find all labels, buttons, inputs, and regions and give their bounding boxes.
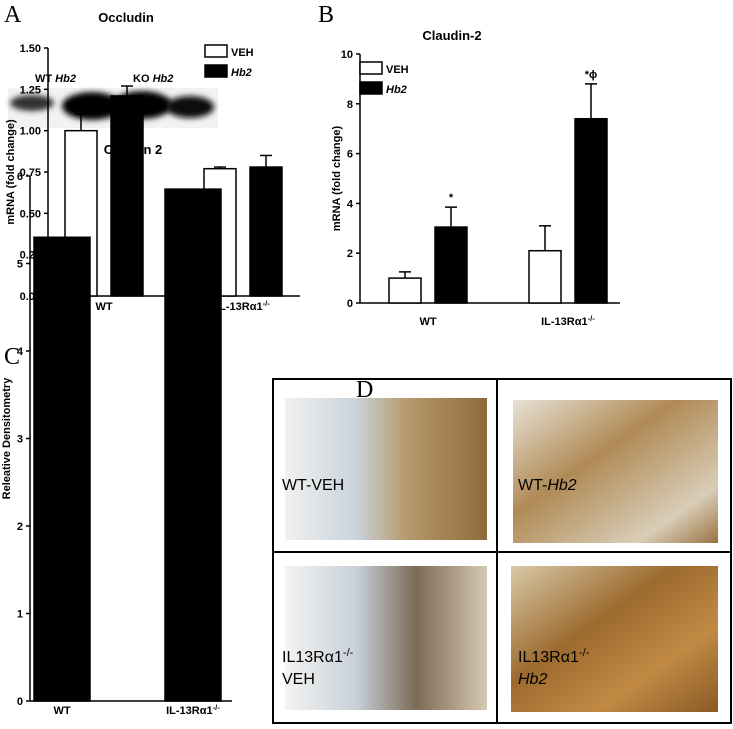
y-tick-label: 10 [341,49,353,61]
text-part: WT [35,73,55,85]
text-part: IL13Rα1 [518,649,579,666]
blot-band [62,92,122,120]
micrograph [285,566,487,710]
legend-label: VEH [386,64,409,76]
chart-title: Occludin [98,10,154,25]
x-tick-label: WT [419,316,436,328]
text-part: WT [53,705,70,717]
y-tick-label: 2 [347,248,353,260]
legend-label: Hb2 [386,84,407,96]
y-tick-label: 5 [17,259,23,271]
bar [388,277,422,304]
text-part: Hb2 [547,477,576,494]
legend-label: VEH [231,47,254,59]
y-tick-label: 1.25 [20,84,41,96]
y-tick-label: 6 [17,171,23,183]
legend-swatch [359,61,383,75]
x-tick-label: WT [95,301,112,313]
superscript: -/- [263,299,271,308]
chart-title: Claudin 2 [104,142,163,157]
text-part: IL-13Rα1 [166,705,213,717]
text-part: WT-VEH [282,477,344,494]
chart-title: Claudin-2 [422,28,481,43]
micrograph [513,400,718,543]
text-part: IL-13Rα1 [541,316,588,328]
y-tick-label: 2 [17,521,23,533]
micrograph-label: Hb2 [518,671,547,688]
micrograph [511,566,718,712]
micrograph-label: IL13Rα1-/- [282,647,354,666]
text-part: Hb2 [55,73,76,85]
legend-swatch [359,81,383,95]
y-tick-label: 3 [17,434,23,446]
legend-swatch [204,64,228,78]
bar [574,117,608,304]
bar [434,226,468,304]
blot-band [10,95,54,111]
x-tick-label: IL-13Rα1-/- [166,703,220,718]
text-part: VEH [282,671,315,688]
y-tick-label: 0 [347,298,353,310]
panel-letter: C [4,344,20,370]
micrograph-label: WT-VEH [282,477,344,494]
legend-label: Hb2 [231,67,252,79]
y-tick-label: 1 [17,609,23,621]
text-part: WT [95,301,112,313]
y-tick-label: 8 [347,99,353,111]
y-tick-label: 4 [17,346,24,358]
blot-label: WT Hb2 [35,73,76,85]
y-axis-label: Releative Densitometry [1,377,13,500]
y-tick-label: 4 [347,198,354,210]
text-part: IL13Rα1 [282,649,343,666]
superscript: -/- [343,647,354,659]
micrograph-label: VEH [282,671,315,688]
y-tick-label: 6 [347,149,353,161]
blot-label: KO Hb2 [133,73,173,85]
micrograph-label: WT-Hb2 [518,477,577,494]
panel-letter: B [318,2,334,28]
panel-letter: D [356,377,373,403]
blot-band [166,96,214,118]
legend-swatch [204,44,228,58]
text-part: WT- [518,477,547,494]
text-part: WT [419,316,436,328]
y-axis-label: mRNA (fold change) [331,126,343,232]
x-tick-label: IL-13Rα1-/- [541,314,595,329]
bar [164,188,222,702]
text-part: IL-13Rα1 [216,301,263,313]
superscript: -/- [213,703,221,712]
x-tick-label: WT [53,705,70,717]
text-part: KO [133,73,153,85]
y-axis-label: mRNA (fold change) [5,119,17,225]
text-part: Hb2 [153,73,174,85]
y-tick-label: 0.75 [20,167,41,179]
text-part: Hb2 [518,671,547,688]
micrograph [285,398,487,540]
y-tick-label: 0 [17,696,23,708]
bar [249,166,283,297]
superscript: -/- [579,647,590,659]
micrograph-label: IL13Rα1-/- [518,647,590,666]
x-tick-label: IL-13Rα1-/- [216,299,270,314]
bar [110,95,144,297]
annotation: *ϕ [585,69,598,81]
y-tick-label: 1.50 [20,43,41,55]
superscript: -/- [588,314,596,323]
micrograph-grid [272,378,732,724]
bar [528,249,562,304]
y-tick-label: 1.00 [20,126,41,138]
annotation: * [449,192,454,204]
bar [33,236,91,702]
panel-letter: A [4,2,22,28]
